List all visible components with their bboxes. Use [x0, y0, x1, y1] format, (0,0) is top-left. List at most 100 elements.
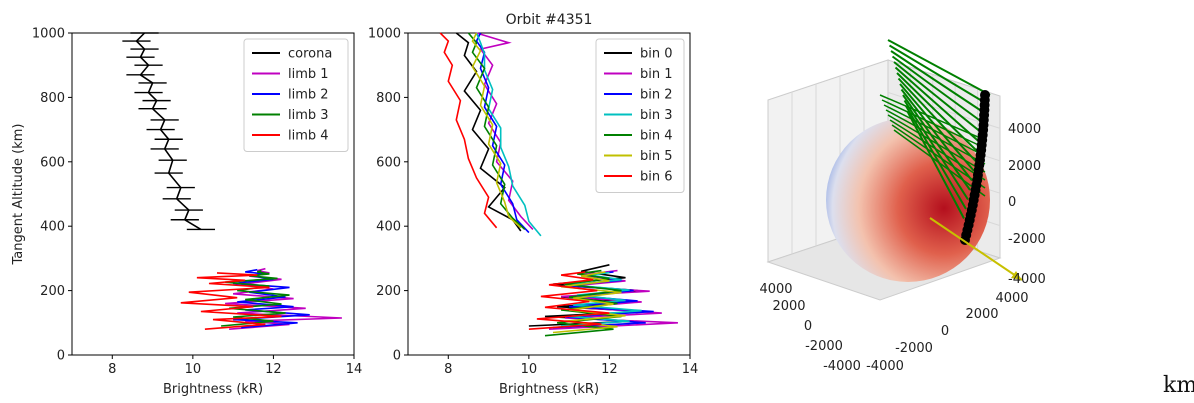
y-tick-label: 400	[376, 220, 401, 235]
y-tick-label: 200	[376, 284, 401, 299]
series-group	[439, 32, 678, 337]
legend: bin 0 bin 1 bin 2 bin 3 bin 4 bin 5 bin 6	[595, 38, 685, 193]
y-tick-label: -2000	[895, 341, 933, 356]
line-of-sight	[891, 55, 985, 125]
legend-entry: bin 3	[640, 108, 673, 123]
legend-entry: bin 2	[640, 88, 673, 103]
z-tick-label: -2000	[1008, 232, 1046, 247]
x-axis-label: Brightness (kR)	[163, 382, 263, 397]
line-of-sight	[890, 50, 987, 115]
y-tick-label: 800	[376, 91, 401, 106]
series-line-bin-0	[455, 32, 522, 232]
line-of-sight	[893, 129, 986, 197]
y-tick-label: 2000	[965, 307, 998, 322]
x-tick-label: 4000	[759, 282, 792, 297]
legend-entry: limb 1	[288, 67, 329, 82]
legend-entry: bin 0	[640, 47, 673, 62]
z-tick-label: 4000	[1008, 122, 1041, 137]
tick-group: 8 10 12 14 0 200 400 600 800 1000	[32, 27, 362, 378]
series-line-bin-6	[439, 32, 498, 229]
series-line-bin-4	[467, 32, 526, 230]
series-line-low-bin-4	[544, 269, 622, 337]
orbit-points	[960, 90, 990, 245]
line-of-sight	[887, 39, 991, 96]
legend-entry: limb 4	[288, 129, 329, 144]
series-line-bin-3	[475, 32, 542, 237]
line-of-sight	[879, 94, 986, 141]
line-of-sight	[902, 94, 971, 191]
z-tick-label: 2000	[1008, 159, 1041, 174]
line-of-sight	[905, 105, 967, 210]
legend-entry: bin 4	[640, 129, 673, 144]
tick-group: 8 10 12 14 0 200 400 600 800 1000	[368, 27, 698, 378]
legend-box	[243, 38, 349, 152]
z-tick-label: -4000	[1008, 272, 1046, 287]
line-of-sight	[888, 44, 989, 106]
line-of-sight	[906, 111, 965, 219]
legend-box	[595, 38, 685, 193]
legend-entry: corona	[288, 47, 332, 62]
y-tick-label: 1000	[368, 27, 401, 42]
y-tick-label: 400	[40, 220, 65, 235]
series-group	[122, 32, 342, 330]
line-of-sight	[887, 114, 986, 173]
y-tick-label: 200	[40, 284, 65, 299]
line-of-sight	[900, 88, 973, 182]
series-line-limb-4	[180, 272, 282, 330]
x-tick-label: 10	[185, 362, 202, 377]
plot-frame	[71, 32, 355, 356]
legend: corona limb 1 limb 2 limb 3 limb 4	[243, 38, 349, 152]
line-of-sight	[891, 124, 986, 189]
lines-of-sight	[879, 39, 991, 219]
series-line-bin-1	[476, 32, 534, 230]
line-of-sight	[899, 83, 975, 172]
series-line-corona	[135, 32, 202, 231]
x-tick-label: 12	[265, 362, 282, 377]
panel-limb-profiles: 8 10 12 14 0 200 400 600 800 1000 Brightness (kR)…	[11, 27, 362, 398]
z-tick-label: 0	[1008, 195, 1016, 210]
pointing-vector-head	[1011, 271, 1022, 280]
x-tick-label: 14	[346, 362, 363, 377]
legend-entry: bin 6	[640, 170, 673, 185]
y-tick-label: 0	[941, 324, 949, 339]
legend-entry: limb 2	[288, 88, 329, 103]
y-tick-label: -4000	[866, 359, 904, 374]
y-tick-label: 0	[393, 349, 401, 364]
x-tick-label: 14	[682, 362, 699, 377]
legend-entry: bin 5	[640, 149, 673, 164]
line-of-sight	[881, 99, 986, 149]
y-tick-label: 4000	[995, 291, 1028, 306]
planet-sphere	[826, 118, 990, 282]
series-line-low-bin-3	[561, 271, 642, 327]
x-axis-label: Brightness (kR)	[499, 382, 599, 397]
series-line-low-bin-6	[528, 271, 610, 330]
y-tick-label: 600	[40, 155, 65, 170]
x-tick-label: 8	[108, 362, 116, 377]
y-tick-label: 0	[57, 349, 65, 364]
x-tick-label: -2000	[805, 339, 843, 354]
y-tick-label: 600	[376, 155, 401, 170]
line-of-sight	[885, 109, 986, 165]
line-of-sight	[883, 104, 986, 157]
x-tick-label: 8	[444, 362, 452, 377]
panel-bin-profiles: 8 10 12 14 0 200 400 600 800 1000 Orbit #4351 Bri…	[368, 12, 698, 397]
legend-entry: bin 1	[640, 67, 673, 82]
x-tick-label: -4000	[823, 359, 861, 374]
y-tick-label: 800	[40, 91, 65, 106]
unit-label: km	[1163, 373, 1194, 398]
pointing-vector	[929, 217, 1023, 281]
line-of-sight	[893, 61, 983, 134]
plot-frame	[407, 32, 691, 356]
y-tick-label: 1000	[32, 27, 65, 42]
y-axis-label: Tangent Altitude (km)	[11, 124, 26, 266]
x-tick-label: 2000	[772, 299, 805, 314]
x-tick-label: 12	[601, 362, 618, 377]
line-of-sight	[889, 119, 986, 181]
series-line-bin-5	[471, 32, 522, 229]
x-tick-label: 10	[521, 362, 538, 377]
legend-entry: limb 3	[288, 108, 329, 123]
chart-title: Orbit #4351	[506, 12, 593, 28]
